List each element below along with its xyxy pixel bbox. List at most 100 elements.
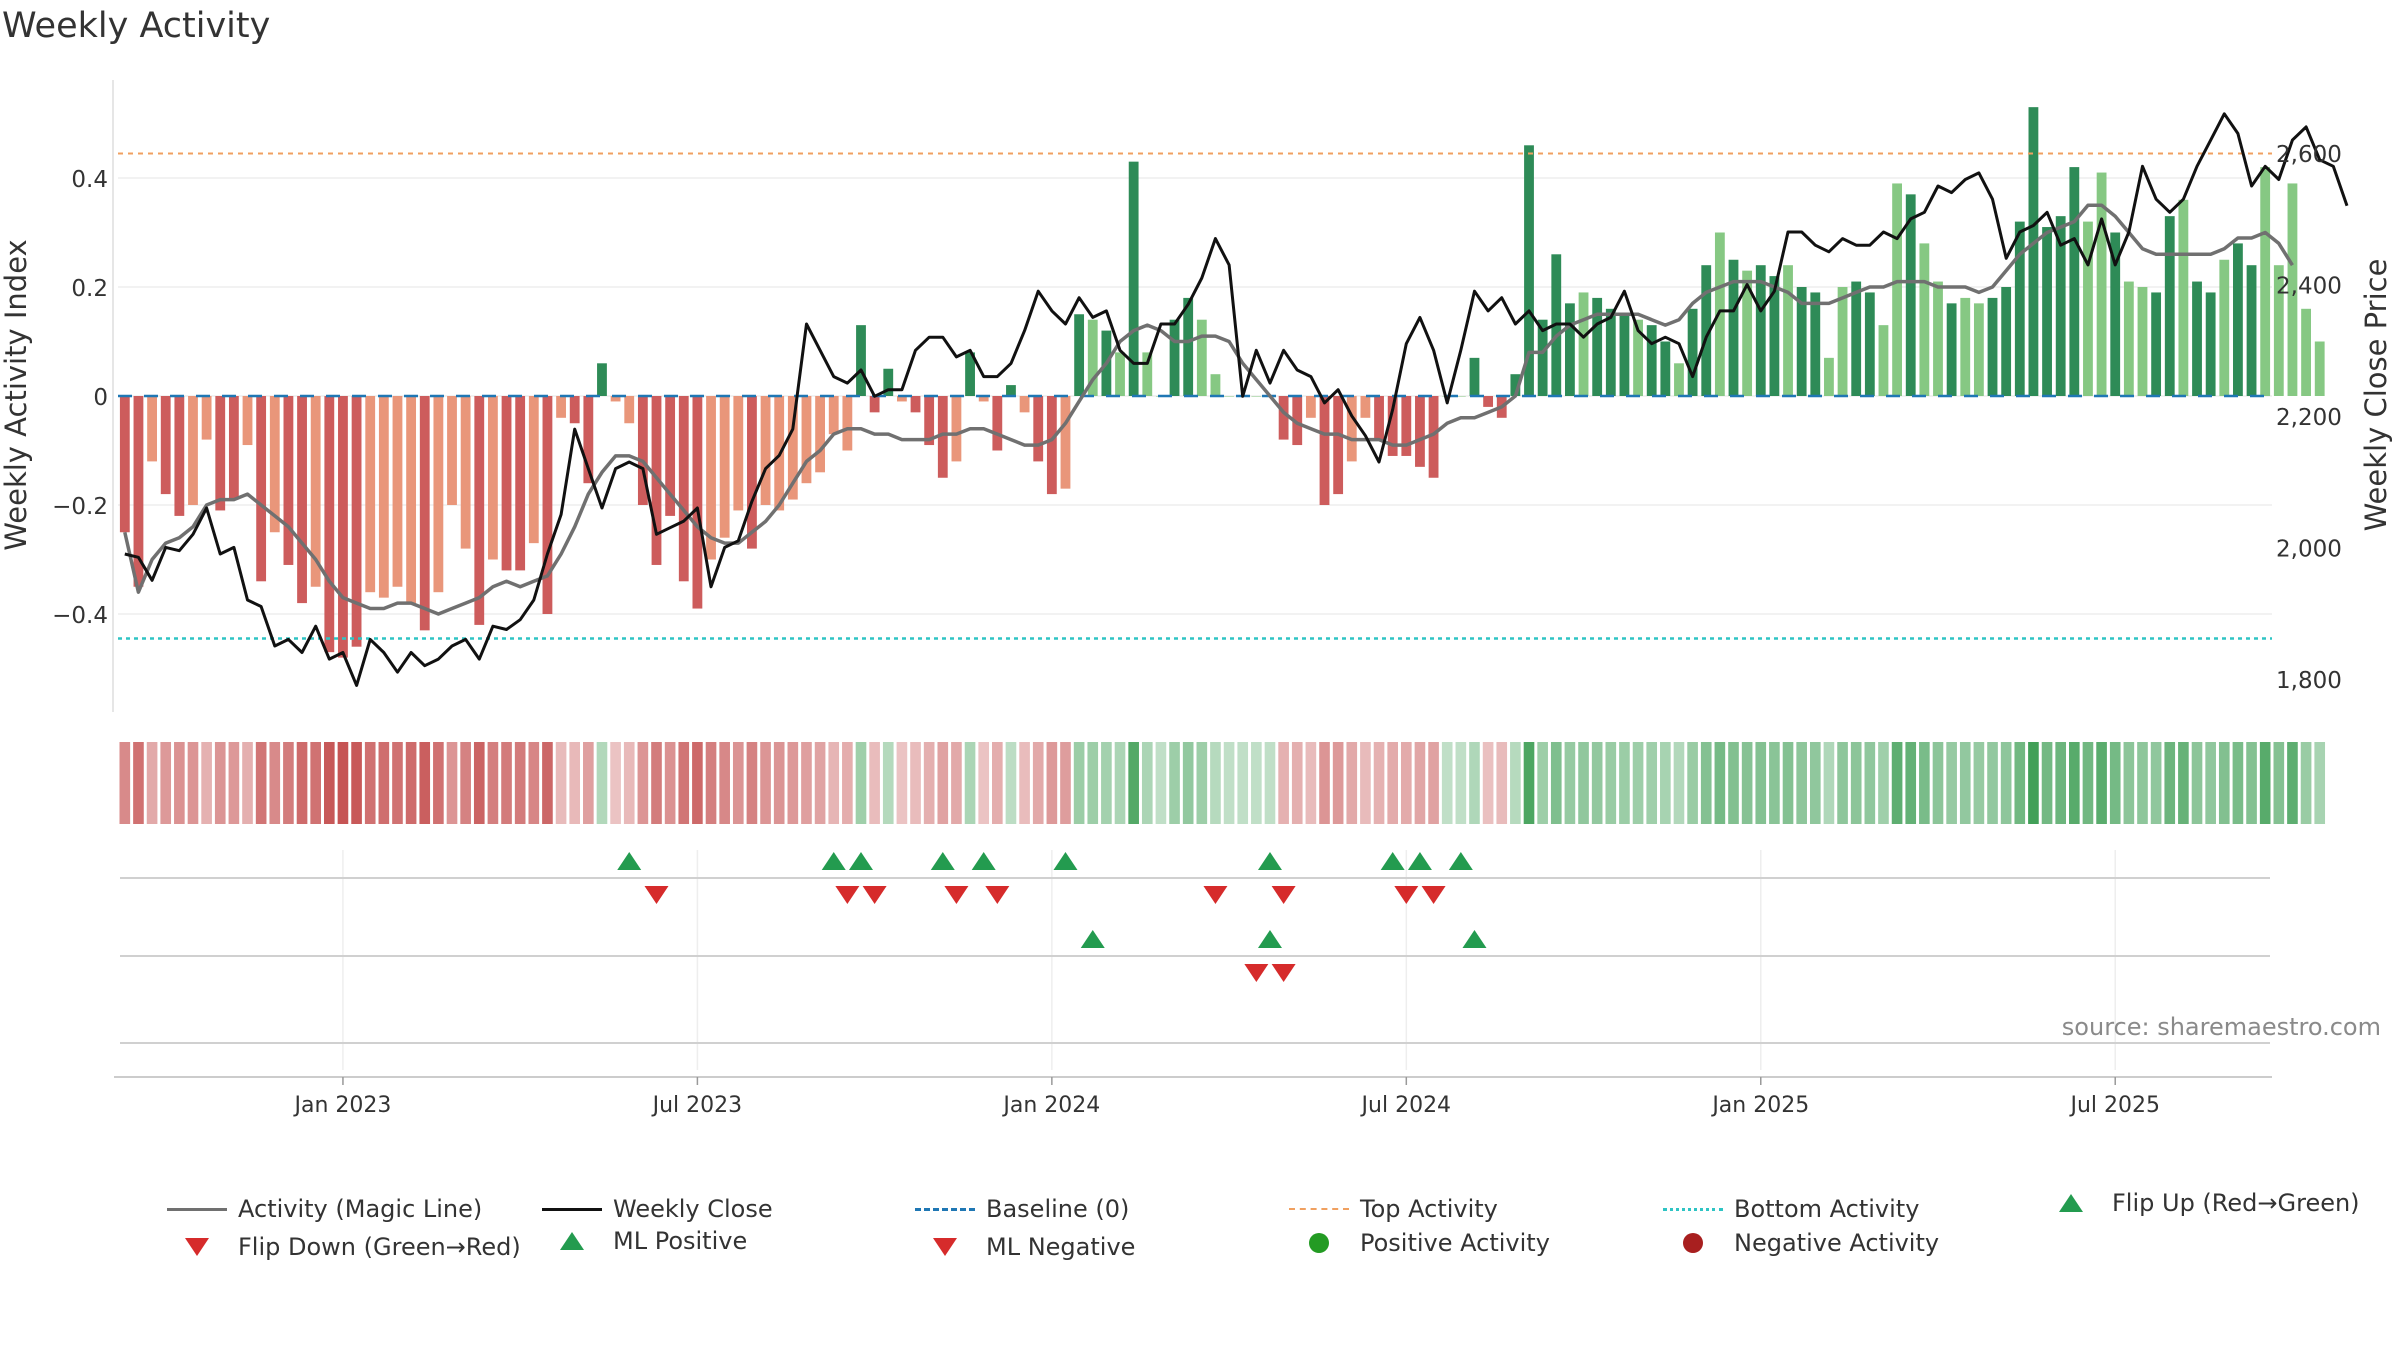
x-tick-label: Jul 2025 xyxy=(2068,1093,2160,1118)
activity-bar xyxy=(1292,396,1303,446)
activity-bar xyxy=(283,396,294,565)
heat-cell xyxy=(1169,742,1180,824)
heat-cell xyxy=(1441,742,1453,824)
activity-bar xyxy=(1851,281,1862,396)
activity-bar xyxy=(1919,243,1930,396)
heat-cell xyxy=(923,742,935,824)
activity-bar xyxy=(937,396,948,478)
x-tick-label: Jul 2023 xyxy=(651,1093,743,1118)
heat-cell xyxy=(692,742,703,824)
x-tick-label: Jan 2025 xyxy=(1710,1093,1809,1118)
legend-label: Baseline (0) xyxy=(986,1195,1130,1223)
activity-bar xyxy=(910,396,921,413)
activity-bar xyxy=(119,396,130,533)
activity-bar xyxy=(2001,287,2012,396)
heat-cell xyxy=(2191,742,2203,824)
legend-label: Bottom Activity xyxy=(1734,1195,1920,1223)
flip-up-marker xyxy=(930,852,955,870)
activity-bar xyxy=(2110,232,2121,396)
heat-cell xyxy=(1128,742,1139,824)
heat-cell xyxy=(514,742,526,824)
activity-bar xyxy=(1646,325,1657,396)
activity-bar xyxy=(1564,303,1575,396)
heat-cell xyxy=(1101,742,1112,824)
flip-down-marker xyxy=(644,886,669,904)
heat-cell xyxy=(2259,742,2271,824)
heat-cell xyxy=(1387,742,1398,824)
activity-bar xyxy=(1633,319,1643,396)
activity-bar xyxy=(924,396,935,446)
y2-tick-label: 1,800 xyxy=(2276,668,2342,694)
heat-cell xyxy=(801,742,812,824)
activity-bar xyxy=(556,396,566,418)
legend-item-flip-up: Flip Up (Red→Green) xyxy=(2040,1189,2360,1217)
activity-bar xyxy=(637,396,648,505)
activity-bar xyxy=(1278,396,1289,440)
heat-cell xyxy=(964,742,976,824)
heat-cell xyxy=(323,742,335,824)
heat-cell xyxy=(1796,742,1807,824)
heat-cell xyxy=(882,742,894,824)
activity-bar xyxy=(1769,276,1780,396)
ml-negative-icon xyxy=(914,1235,976,1259)
activity-bar xyxy=(542,396,553,614)
heat-cell xyxy=(1919,742,1930,824)
activity-bar xyxy=(1196,319,1207,396)
heat-cell xyxy=(1837,742,1848,824)
legend-item-flip-down: Flip Down (Green→Red) xyxy=(166,1233,521,1261)
heat-cell xyxy=(1496,742,1508,824)
activity-bar xyxy=(2314,341,2325,396)
activity-bar xyxy=(1346,396,1357,462)
heat-cell xyxy=(951,742,962,824)
activity-bar xyxy=(801,396,812,484)
heat-cell xyxy=(1673,742,1685,824)
activity-bar xyxy=(406,396,417,604)
heat-cell xyxy=(1891,742,1903,824)
activity-bar xyxy=(1933,281,1943,396)
legend-label: Activity (Magic Line) xyxy=(238,1195,483,1223)
activity-bar xyxy=(501,396,512,571)
activity-bar xyxy=(719,396,730,538)
heat-cell xyxy=(228,742,240,824)
heat-cell xyxy=(542,742,553,824)
activity-bar xyxy=(1224,396,1234,397)
activity-bar xyxy=(133,396,144,587)
heat-cell xyxy=(269,742,281,824)
legend-label: Negative Activity xyxy=(1734,1229,1940,1257)
heat-cell xyxy=(842,742,853,824)
flip-up-marker xyxy=(848,852,873,870)
activity-bar xyxy=(1033,396,1044,462)
activity-bar xyxy=(747,396,757,549)
heat-cell xyxy=(910,742,921,824)
heat-cell xyxy=(555,742,567,824)
heat-cell xyxy=(501,742,512,824)
heat-cell xyxy=(392,742,403,824)
activity-bar xyxy=(460,396,471,549)
heat-cell xyxy=(2109,742,2121,824)
heat-cell xyxy=(351,742,362,824)
activity-bar xyxy=(965,352,975,396)
legend-item-weekly-close: Weekly Close xyxy=(541,1195,773,1223)
activity-bar xyxy=(338,396,348,658)
heat-cell xyxy=(1264,742,1276,824)
heat-cell xyxy=(1005,742,1017,824)
heat-cell xyxy=(1578,742,1589,824)
activity-bar xyxy=(583,396,594,484)
heat-cell xyxy=(1823,742,1835,824)
legend-item-negative-activity: Negative Activity xyxy=(1662,1229,1939,1257)
legend: Activity (Magic Line) Weekly Close Basel… xyxy=(0,1189,2400,1295)
activity-bar xyxy=(1006,385,1016,396)
y2-tick-label: 2,600 xyxy=(2276,142,2342,168)
activity-bar xyxy=(1387,396,1398,456)
activity-bar xyxy=(351,396,362,647)
activity-bar xyxy=(1728,259,1739,396)
activity-bar xyxy=(1742,270,1753,396)
activity-bar xyxy=(1183,297,1194,396)
heat-cell xyxy=(2232,742,2244,824)
heat-cell xyxy=(460,742,471,824)
activity-bar xyxy=(1251,396,1262,397)
heat-cell xyxy=(773,742,785,824)
activity-bar xyxy=(297,396,307,604)
activity-bar xyxy=(1483,396,1494,407)
activity-bar xyxy=(665,396,676,516)
